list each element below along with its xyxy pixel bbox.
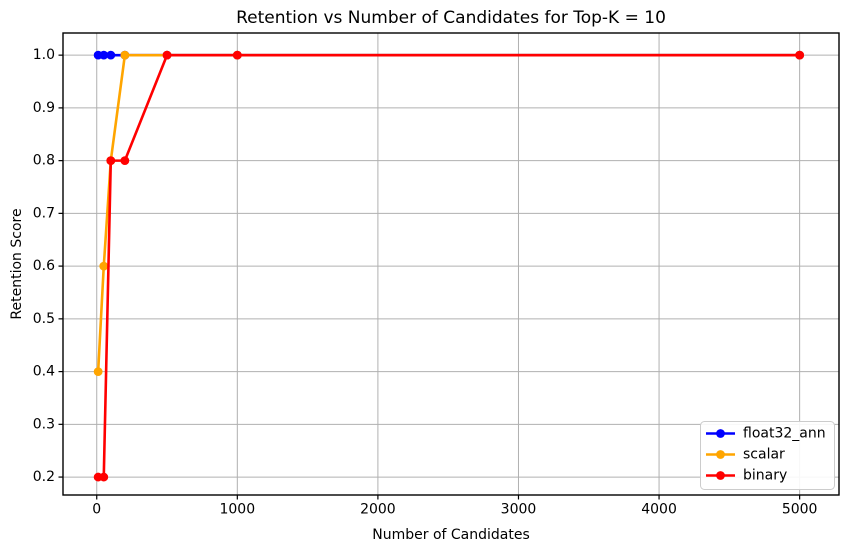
marker-float32_ann-50 bbox=[99, 50, 109, 60]
x-tick-label-2000: 2000 bbox=[360, 502, 396, 518]
marker-binary-5000 bbox=[795, 50, 805, 60]
marker-scalar-200 bbox=[120, 50, 130, 60]
y-tick-label-0.9: 0.9 bbox=[33, 100, 55, 116]
legend-marker-binary bbox=[716, 471, 725, 480]
x-tick-label-5000: 5000 bbox=[782, 502, 818, 518]
legend-label-scalar: scalar bbox=[743, 447, 785, 463]
plot-border bbox=[62, 32, 840, 496]
y-tick-label-0.3: 0.3 bbox=[33, 416, 55, 432]
y-tick-label-0.8: 0.8 bbox=[33, 153, 55, 169]
y-tick-label-0.7: 0.7 bbox=[33, 205, 55, 221]
y-axis-label: Retention Score bbox=[9, 208, 25, 320]
legend-marker-scalar bbox=[716, 450, 725, 459]
y-tick-label-0.2: 0.2 bbox=[33, 469, 55, 485]
x-tick-label-4000: 4000 bbox=[641, 502, 677, 518]
x-tick-label-1000: 1000 bbox=[219, 502, 255, 518]
y-tick-label-1: 1.0 bbox=[33, 47, 55, 63]
x-tick-label-3000: 3000 bbox=[501, 502, 537, 518]
marker-binary-50 bbox=[99, 472, 109, 482]
legend-marker-float32_ann bbox=[716, 429, 725, 438]
legend-item-binary: binary bbox=[706, 468, 787, 484]
legend-item-scalar: scalar bbox=[706, 447, 785, 463]
legend-label-binary: binary bbox=[743, 468, 787, 484]
marker-scalar-10 bbox=[93, 367, 103, 376]
legend-frame bbox=[700, 421, 835, 490]
y-tick-label-0.4: 0.4 bbox=[33, 364, 55, 380]
marker-binary-100 bbox=[106, 156, 116, 166]
marker-float32_ann-100 bbox=[106, 50, 116, 60]
x-axis-label: Number of Candidates bbox=[372, 527, 530, 543]
marker-binary-500 bbox=[162, 50, 172, 60]
marker-binary-1000 bbox=[232, 50, 242, 60]
x-tick-label-0: 0 bbox=[92, 502, 101, 518]
marker-scalar-50 bbox=[99, 261, 109, 271]
chart-title: Retention vs Number of Candidates for To… bbox=[236, 8, 666, 28]
legend-item-float32_ann: float32_ann bbox=[706, 426, 826, 442]
legend-label-float32_ann: float32_ann bbox=[743, 426, 826, 442]
marker-binary-200 bbox=[120, 156, 130, 166]
y-tick-label-0.6: 0.6 bbox=[33, 258, 55, 274]
y-tick-label-0.5: 0.5 bbox=[33, 311, 55, 327]
